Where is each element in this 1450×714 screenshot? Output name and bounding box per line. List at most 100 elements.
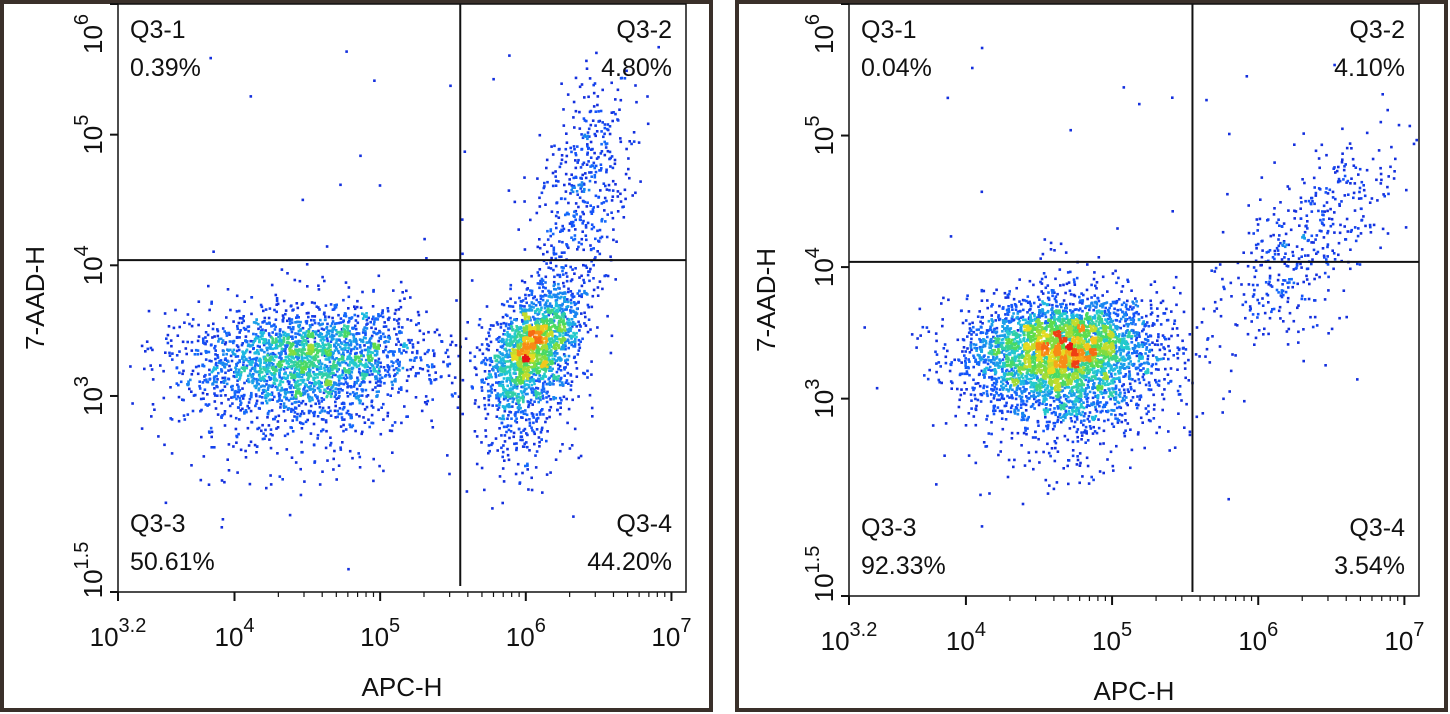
event-dot [503, 329, 506, 332]
event-dot [378, 464, 381, 468]
event-dot [485, 377, 488, 381]
event-dot [298, 370, 302, 374]
event-dot [328, 352, 332, 355]
event-dot [330, 392, 333, 395]
event-dot [268, 307, 272, 310]
event-dot [612, 228, 615, 231]
event-dot [312, 388, 316, 392]
event-dot [304, 390, 307, 393]
event-dot [568, 341, 571, 345]
event-dot [548, 380, 552, 384]
event-dot [582, 183, 586, 186]
event-dot [521, 334, 525, 337]
event-dot [496, 408, 500, 411]
event-dot [587, 318, 591, 321]
event-dot [245, 349, 248, 353]
event-dot [301, 381, 305, 384]
event-dot [414, 396, 418, 399]
event-dot [309, 352, 313, 356]
event-dot [515, 364, 518, 368]
event-dot [265, 371, 268, 374]
event-dot [566, 362, 569, 366]
event-dot [238, 376, 242, 379]
event-dot [544, 281, 547, 284]
event-dot [567, 407, 571, 411]
event-dot [240, 370, 243, 374]
event-dot [542, 186, 546, 190]
event-dot [501, 467, 505, 470]
event-dot [371, 364, 375, 368]
event-dot [289, 345, 293, 349]
event-dot [586, 131, 590, 134]
event-dot [396, 371, 399, 375]
event-dot [248, 372, 252, 375]
event-dot [301, 399, 305, 403]
event-dot [384, 375, 387, 378]
event-dot [312, 422, 316, 426]
event-dot [266, 394, 270, 398]
event-dot [577, 395, 580, 398]
event-dot [268, 359, 272, 362]
event-dot [266, 412, 270, 416]
event-dot [489, 385, 493, 388]
event-dot [566, 371, 570, 375]
event-dot [330, 350, 333, 354]
event-dot [201, 381, 205, 384]
event-dot [489, 373, 492, 376]
event-dot [599, 109, 603, 113]
event-dot [526, 337, 530, 341]
event-dot [205, 380, 209, 384]
event-dot [302, 388, 305, 391]
event-dot [307, 360, 311, 363]
event-dot [569, 374, 573, 377]
event-dot [512, 328, 515, 331]
event-dot [286, 374, 290, 377]
event-dot [223, 424, 227, 427]
event-dot [461, 218, 464, 221]
event-dot [530, 323, 533, 327]
panel-frame [0, 0, 713, 712]
event-dot [485, 358, 489, 362]
event-dot [549, 343, 552, 346]
event-dot [554, 175, 557, 178]
event-dot [564, 292, 567, 295]
event-dot [362, 336, 366, 339]
event-dot [262, 377, 265, 381]
event-dot [237, 321, 241, 325]
event-dot [333, 449, 336, 453]
event-dot [220, 401, 223, 405]
event-dot [570, 188, 573, 192]
event-dot [565, 244, 569, 247]
event-dot [418, 367, 422, 370]
event-dot [307, 375, 311, 378]
event-dot [222, 353, 225, 356]
event-dot [343, 369, 347, 373]
event-dot [357, 364, 361, 367]
event-dot [398, 360, 401, 364]
event-dot [539, 294, 542, 298]
event-dot [614, 98, 617, 101]
event-dot [268, 321, 271, 325]
event-dot [582, 278, 585, 282]
event-dot [320, 400, 324, 403]
event-dot [311, 364, 315, 367]
event-dot [574, 152, 577, 155]
event-dot [290, 349, 293, 353]
event-dot [495, 381, 498, 384]
event-dot [261, 392, 264, 395]
event-dot [393, 318, 396, 321]
event-dot [577, 205, 580, 209]
event-dot [363, 344, 366, 347]
event-dot [582, 117, 586, 120]
event-dot [303, 356, 307, 360]
event-dot [280, 386, 284, 390]
event-dot [542, 413, 545, 416]
event-dot [541, 377, 545, 380]
event-dot [597, 155, 600, 159]
event-dot [356, 299, 359, 303]
event-dot [548, 376, 551, 380]
event-dot [552, 293, 555, 297]
event-dot [335, 348, 339, 351]
event-dot [515, 354, 518, 357]
event-dot [559, 162, 563, 165]
